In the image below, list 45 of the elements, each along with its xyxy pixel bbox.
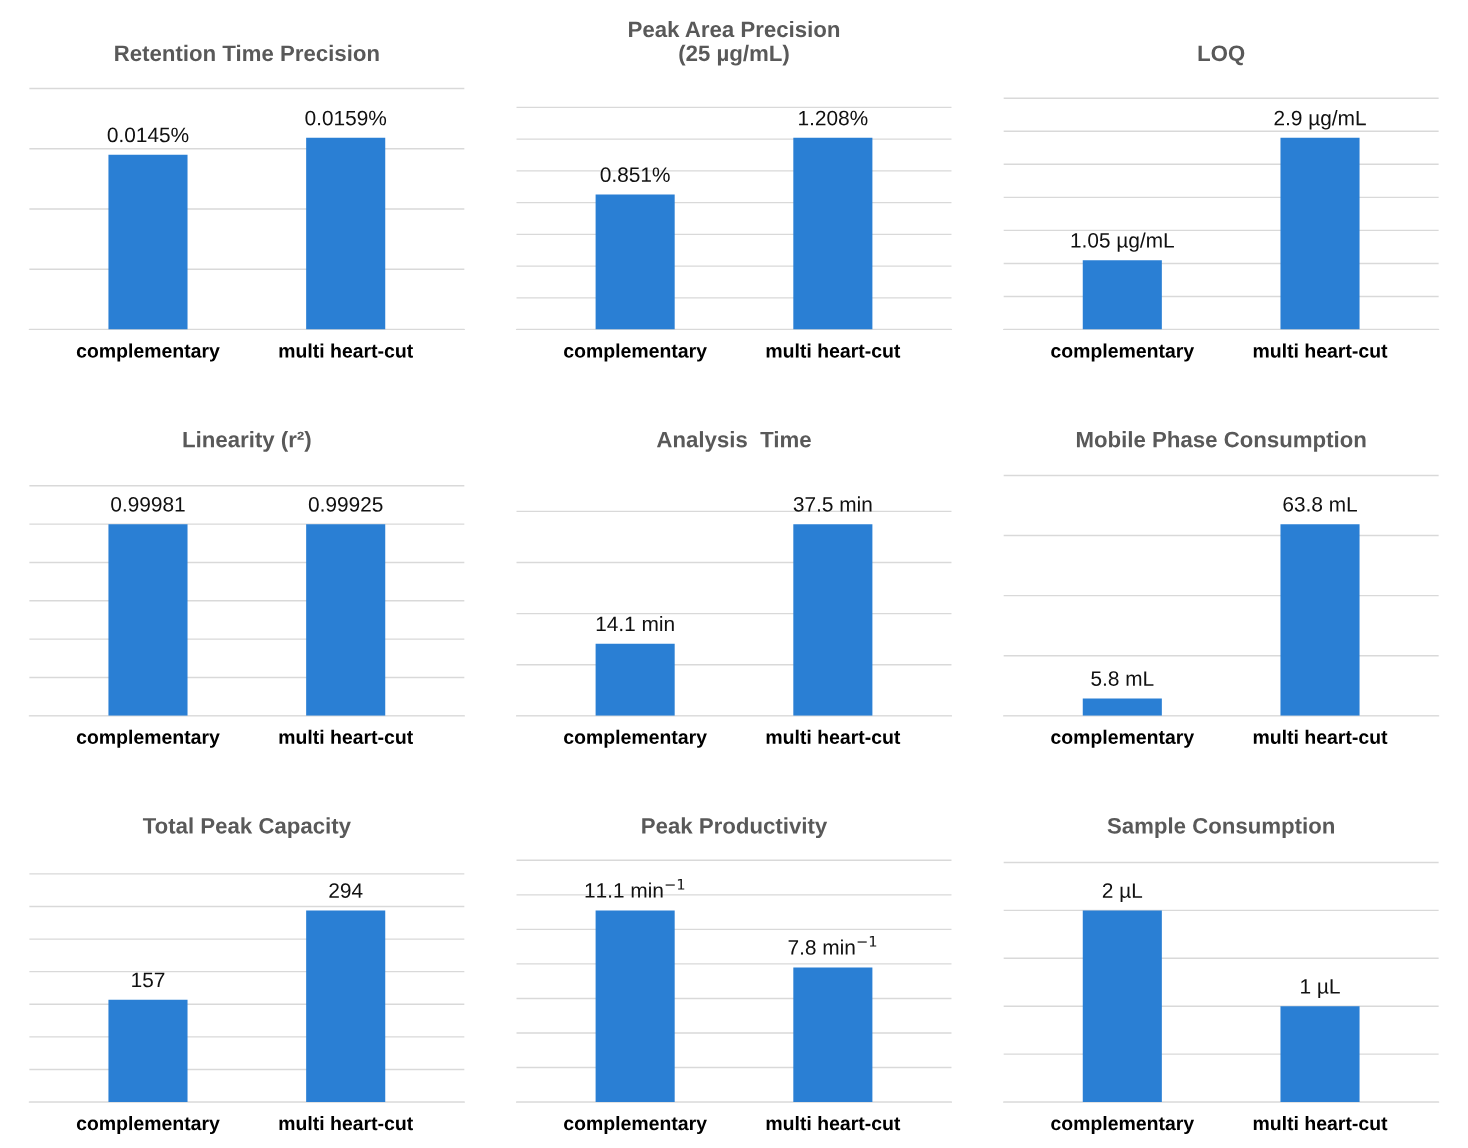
data-label: 63.8 mL bbox=[1283, 496, 1357, 512]
x-tick-label: multi heart-cut bbox=[1253, 343, 1388, 358]
x-tick-label: complementary bbox=[1051, 343, 1195, 362]
x-tick-label: complementary bbox=[76, 1115, 220, 1135]
data-label: 157 bbox=[132, 972, 165, 988]
data-label: 37.5 min bbox=[793, 496, 872, 512]
data-label: 2 µL bbox=[1102, 883, 1143, 903]
data-label: 1 µL bbox=[1301, 979, 1340, 998]
chart-title: Sample Consumption bbox=[1107, 817, 1334, 839]
data-label: 5.8 mL bbox=[1091, 671, 1154, 686]
x-tick-label: multi heart-cut bbox=[1253, 1115, 1388, 1131]
data-label: 294 bbox=[329, 883, 363, 898]
chart-title: Retention Time Precision bbox=[115, 44, 379, 62]
x-tick-label: multi heart-cut bbox=[279, 343, 413, 358]
data-label: 0.99981 bbox=[111, 496, 185, 512]
x-tick-label: complementary bbox=[1051, 729, 1195, 748]
chart-title: Linearity (r²) bbox=[183, 431, 311, 452]
data-label: 0.99925 bbox=[308, 497, 383, 512]
data-label: 11.1 min$^{−1}$ bbox=[585, 878, 685, 898]
data-label: 7.8 min$^{−1}$ bbox=[788, 935, 877, 955]
x-tick-label: multi heart-cut bbox=[766, 729, 901, 744]
x-tick-label: complementary bbox=[564, 343, 707, 362]
data-label: 1.208% bbox=[799, 110, 868, 126]
x-tick-label: multi heart-cut bbox=[279, 1115, 413, 1131]
data-label: 0.0159% bbox=[305, 110, 387, 126]
x-tick-label: complementary bbox=[76, 729, 220, 748]
x-tick-label: multi heart-cut bbox=[766, 1115, 901, 1131]
x-tick-label: complementary bbox=[564, 1115, 707, 1135]
data-label: 0.851% bbox=[600, 167, 670, 183]
chart-title: Peak Area Precision (25 µg/mL) bbox=[629, 20, 840, 66]
x-tick-label: complementary bbox=[564, 729, 707, 748]
data-label: 0.0145% bbox=[107, 127, 189, 143]
chart-title: Analysis Time bbox=[656, 431, 811, 452]
chart-title: LOQ bbox=[1198, 45, 1245, 66]
data-label: 2.9 µg/mL bbox=[1274, 110, 1366, 130]
x-tick-label: complementary bbox=[76, 343, 220, 362]
x-tick-label: multi heart-cut bbox=[1253, 729, 1388, 744]
chart-title: Mobile Phase Consumption bbox=[1076, 431, 1366, 452]
data-label: 14.1 min bbox=[596, 615, 674, 632]
chart-title: Peak Productivity bbox=[642, 817, 828, 839]
x-tick-label: multi heart-cut bbox=[766, 343, 901, 358]
x-tick-label: multi heart-cut bbox=[279, 729, 413, 744]
data-label: 1.05 µg/mL bbox=[1071, 232, 1174, 252]
chart-title: Total Peak Capacity bbox=[142, 817, 351, 839]
x-tick-label: complementary bbox=[1051, 1115, 1195, 1135]
